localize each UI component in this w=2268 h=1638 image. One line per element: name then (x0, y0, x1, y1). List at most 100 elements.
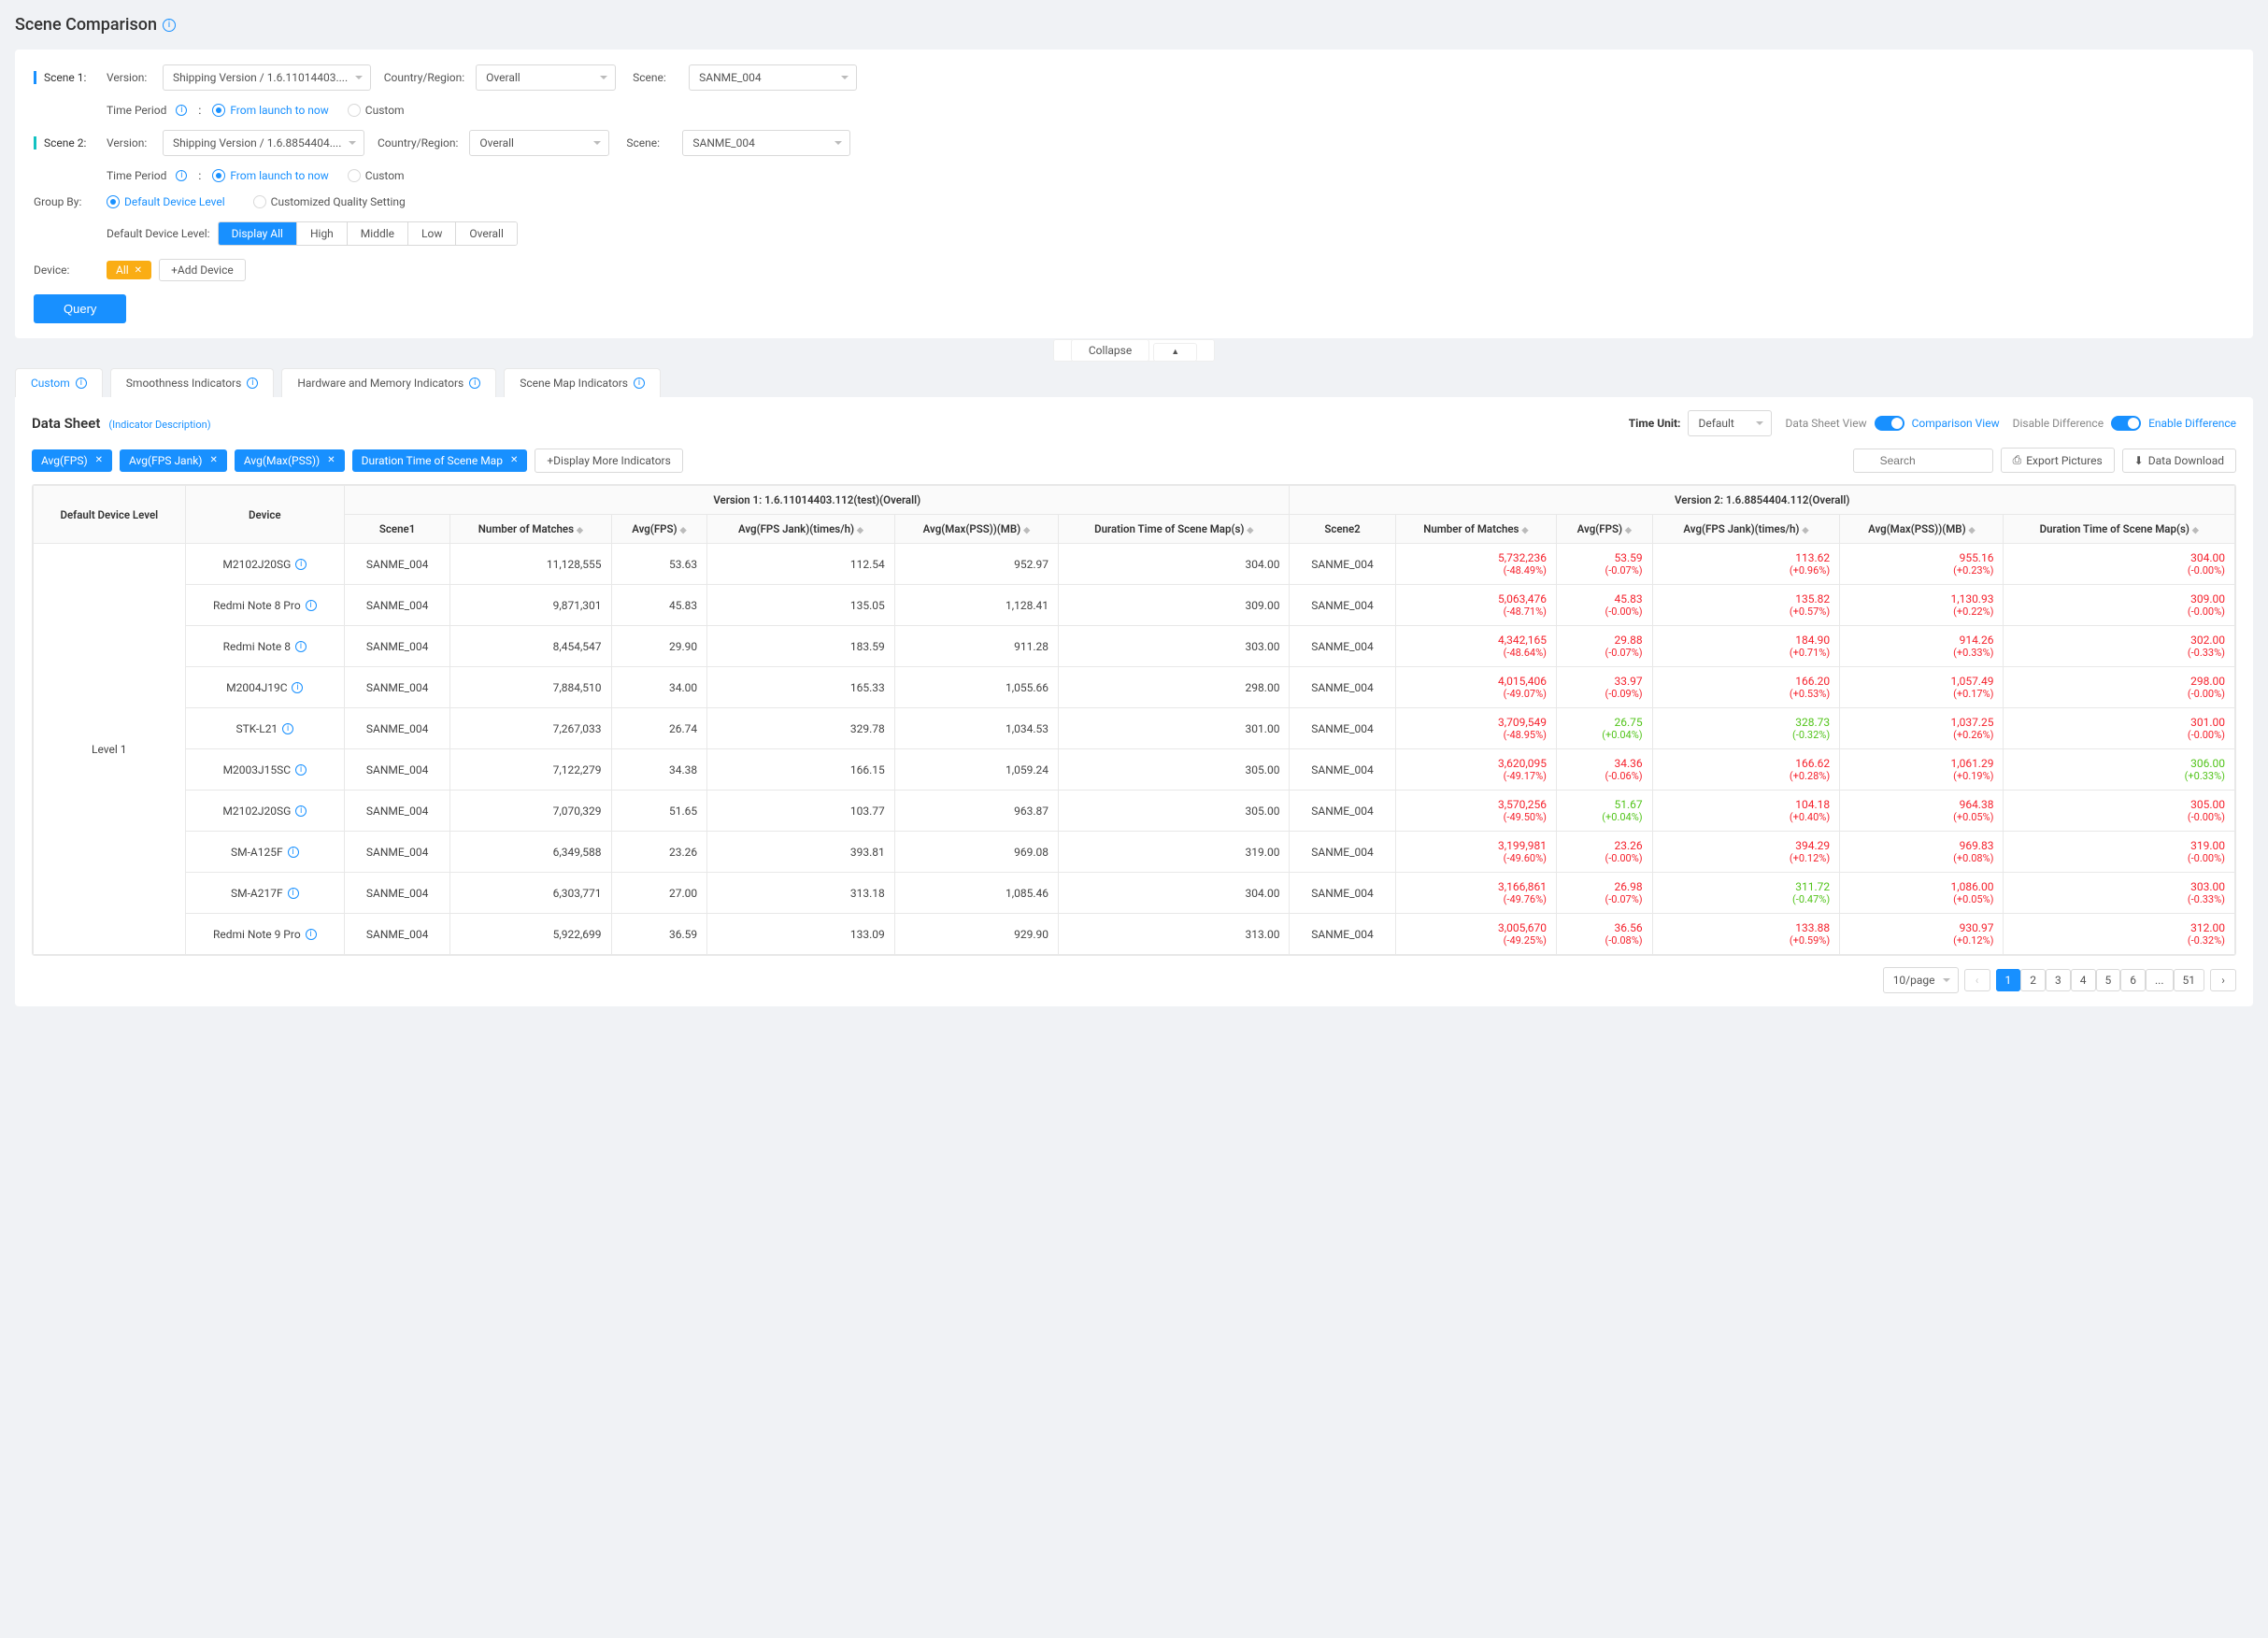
page-size-select[interactable]: 10/page (1883, 967, 1959, 993)
view-toggle[interactable] (1875, 416, 1904, 431)
info-icon[interactable]: i (295, 764, 307, 776)
seg-display-all[interactable]: Display All (219, 222, 297, 245)
prev-page-button[interactable]: ‹ (1964, 969, 1990, 991)
device-cell: STK-L21 i (185, 708, 344, 749)
info-icon[interactable]: i (176, 105, 187, 116)
col-pss2[interactable]: Avg(Max(PSS))(MB)◆ (1840, 515, 2004, 544)
scene1-version-select[interactable]: Shipping Version / 1.6.11014403.... (163, 64, 371, 91)
pss1-cell: 1,059.24 (894, 749, 1058, 791)
collapse-toggle[interactable]: Collapse▲ (1053, 339, 1215, 362)
groupby-custom-radio[interactable]: Customized Quality Setting (253, 195, 406, 208)
col-scene2[interactable]: Scene2 (1290, 515, 1395, 544)
indicator-description-link[interactable]: (Indicator Description) (108, 419, 210, 431)
page-button[interactable]: 6 (2120, 969, 2146, 991)
info-icon[interactable]: i (292, 682, 303, 693)
col-jank1[interactable]: Avg(FPS Jank)(times/h)◆ (707, 515, 895, 544)
info-icon[interactable]: i (295, 559, 307, 570)
seg-middle[interactable]: Middle (348, 222, 408, 245)
data-download-button[interactable]: ⬇Data Download (2122, 449, 2236, 473)
col-matches2[interactable]: Number of Matches◆ (1395, 515, 1556, 544)
matches1-cell: 7,884,510 (450, 667, 611, 708)
add-indicator-button[interactable]: +Display More Indicators (535, 449, 682, 473)
tab-hardware[interactable]: Hardware and Memory Indicatorsi (281, 368, 496, 397)
scene1-region-select[interactable]: Overall (476, 64, 616, 91)
dur2-cell: 306.00(+0.33%) (2004, 749, 2235, 791)
fps1-cell: 26.74 (611, 708, 707, 749)
seg-low[interactable]: Low (408, 222, 456, 245)
close-icon[interactable]: ✕ (327, 455, 335, 465)
scene2-time-custom-radio[interactable]: Custom (348, 169, 405, 182)
indicator-pill-jank[interactable]: Avg(FPS Jank)✕ (120, 449, 227, 472)
device-all-tag[interactable]: All✕ (107, 261, 151, 279)
fps1-cell: 27.00 (611, 873, 707, 914)
add-device-button[interactable]: +Add Device (159, 259, 246, 281)
scene1-time-launch-radio[interactable]: From launch to now (212, 104, 328, 117)
tab-scene-map[interactable]: Scene Map Indicatorsi (504, 368, 661, 397)
indicator-pill-pss[interactable]: Avg(Max(PSS))✕ (235, 449, 345, 472)
col-dur2[interactable]: Duration Time of Scene Map(s)◆ (2004, 515, 2235, 544)
close-icon[interactable]: ✕ (135, 265, 142, 276)
page-button[interactable]: 3 (2046, 969, 2071, 991)
close-icon[interactable]: ✕ (209, 455, 217, 465)
info-icon[interactable]: i (295, 805, 307, 817)
col-matches1[interactable]: Number of Matches◆ (450, 515, 611, 544)
page-button[interactable]: 5 (2096, 969, 2121, 991)
seg-high[interactable]: High (297, 222, 348, 245)
time-unit-select[interactable]: Default (1688, 410, 1772, 436)
indicator-tabs: Customi Smoothness Indicatorsi Hardware … (15, 368, 2253, 397)
col-scene1[interactable]: Scene1 (345, 515, 450, 544)
info-icon[interactable]: i (163, 19, 176, 32)
groupby-default-radio[interactable]: Default Device Level (107, 195, 225, 208)
indicator-pill-fps[interactable]: Avg(FPS)✕ (32, 449, 112, 472)
tab-custom[interactable]: Customi (15, 368, 103, 397)
scene2-region-select[interactable]: Overall (469, 130, 609, 156)
scene2-scene-select[interactable]: SANME_004 (682, 130, 850, 156)
scene1-time-custom-radio[interactable]: Custom (348, 104, 405, 117)
next-page-button[interactable]: › (2210, 969, 2236, 991)
scene1-scene-select[interactable]: SANME_004 (689, 64, 857, 91)
fps1-cell: 36.59 (611, 914, 707, 955)
col-dur1[interactable]: Duration Time of Scene Map(s)◆ (1059, 515, 1290, 544)
info-icon[interactable]: i (282, 723, 293, 734)
col-fps1[interactable]: Avg(FPS)◆ (611, 515, 707, 544)
indicator-pill-duration[interactable]: Duration Time of Scene Map✕ (352, 449, 528, 472)
info-icon: i (634, 377, 645, 389)
info-icon[interactable]: i (306, 929, 317, 940)
scene2-version-select[interactable]: Shipping Version / 1.6.8854404.... (163, 130, 364, 156)
close-icon[interactable]: ✕ (510, 455, 518, 465)
pss2-cell: 1,061.29(+0.19%) (1840, 749, 2004, 791)
page-button[interactable]: 1 (1996, 969, 2021, 991)
info-icon[interactable]: i (306, 600, 317, 611)
info-icon[interactable]: i (288, 847, 299, 858)
matches1-cell: 6,303,771 (450, 873, 611, 914)
col-fps2[interactable]: Avg(FPS)◆ (1556, 515, 1652, 544)
info-icon[interactable]: i (176, 170, 187, 181)
export-pictures-button[interactable]: ⎙Export Pictures (2001, 448, 2115, 473)
page-button[interactable]: ... (2146, 969, 2174, 991)
scene2-time-launch-radio[interactable]: From launch to now (212, 169, 328, 182)
fps2-cell: 29.88(-0.07%) (1556, 626, 1652, 667)
seg-overall[interactable]: Overall (456, 222, 517, 245)
col-pss1[interactable]: Avg(Max(PSS))(MB)◆ (894, 515, 1058, 544)
col-jank2[interactable]: Avg(FPS Jank)(times/h)◆ (1652, 515, 1840, 544)
scene1-cell: SANME_004 (345, 708, 450, 749)
info-icon: i (247, 377, 258, 389)
enable-diff-label[interactable]: Enable Difference (2148, 417, 2236, 430)
jank2-cell: 104.18(+0.40%) (1652, 791, 1840, 832)
info-icon[interactable]: i (295, 641, 307, 652)
device-cell: Redmi Note 8 i (185, 626, 344, 667)
comparison-view-label[interactable]: Comparison View (1912, 417, 2000, 430)
jank2-cell: 133.88(+0.59%) (1652, 914, 1840, 955)
search-input[interactable] (1853, 449, 1993, 473)
version1-header: Version 1: 1.6.11014403.112(test)(Overal… (345, 486, 1290, 515)
query-button[interactable]: Query (34, 294, 126, 323)
close-icon[interactable]: ✕ (95, 455, 103, 465)
tab-smoothness[interactable]: Smoothness Indicatorsi (110, 368, 275, 397)
page-title: Scene Comparison (15, 15, 157, 35)
info-icon[interactable]: i (288, 888, 299, 899)
page-button[interactable]: 51 (2174, 969, 2205, 991)
matches1-cell: 7,122,279 (450, 749, 611, 791)
page-button[interactable]: 2 (2020, 969, 2046, 991)
page-button[interactable]: 4 (2071, 969, 2096, 991)
difference-toggle[interactable] (2111, 416, 2141, 431)
